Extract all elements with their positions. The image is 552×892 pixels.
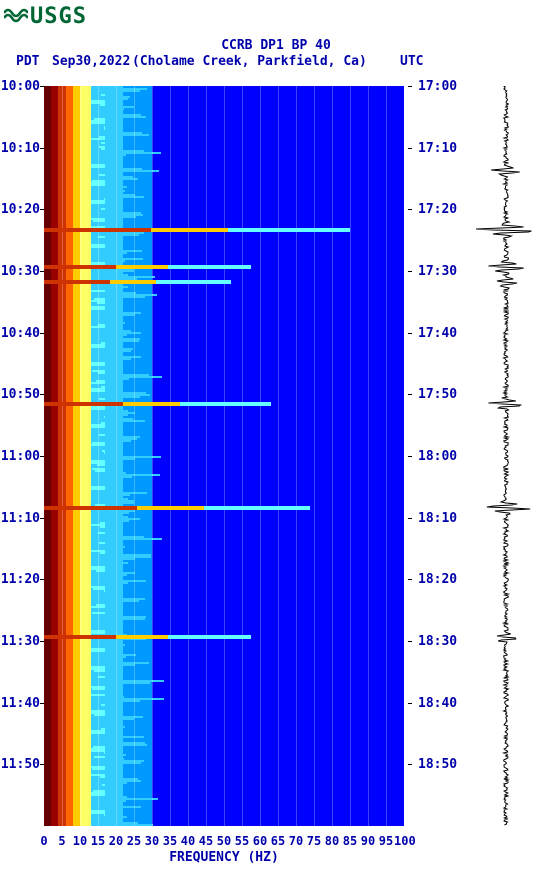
freq-tick-label: 90 [358,834,378,848]
freq-tick-label: 100 [394,834,414,848]
freq-tick-label: 35 [160,834,180,848]
gridline [206,86,207,826]
utc-tick-label: 17:20 [418,202,457,217]
gridline [134,86,135,826]
freq-tick-label: 25 [124,834,144,848]
usgs-logo: USGS [4,4,87,30]
utc-tick-label: 18:20 [418,572,457,587]
pdt-tick-label: 10:00 [0,79,40,94]
location-text: (Cholame Creek, Parkfield, Ca) [132,54,367,69]
spectrogram-band [66,86,73,826]
pdt-tick-label: 10:10 [0,141,40,156]
freq-tick-label: 55 [232,834,252,848]
utc-tick-label: 17:50 [418,387,457,402]
spectrogram-chart [44,86,404,826]
logo-wave-icon [4,5,28,30]
utc-tick-label: 17:40 [418,326,457,341]
gridline [332,86,333,826]
pdt-tick-label: 11:30 [0,634,40,649]
spectrogram-band [51,86,58,826]
gridline [80,86,81,826]
pdt-tick-label: 10:50 [0,387,40,402]
gridline [98,86,99,826]
freq-tick-label: 75 [304,834,324,848]
pdt-tick-label: 11:20 [0,572,40,587]
title-block: CCRB DP1 BP 40 PDT Sep30,2022 (Cholame C… [0,38,552,53]
gridline [152,86,153,826]
spectrogram-band [73,86,80,826]
pdt-tick-label: 11:00 [0,449,40,464]
pdt-tick-label: 11:40 [0,696,40,711]
spectrogram-band [80,86,91,826]
freq-tick-label: 20 [106,834,126,848]
utc-tick-label: 18:30 [418,634,457,649]
pdt-label: PDT [16,54,39,69]
logo-text: USGS [30,4,87,29]
pdt-tick-label: 11:10 [0,511,40,526]
gridline [62,86,63,826]
freq-tick-label: 5 [52,834,72,848]
freq-tick-label: 60 [250,834,270,848]
utc-tick-label: 18:00 [418,449,457,464]
freq-tick-label: 45 [196,834,216,848]
freq-tick-label: 85 [340,834,360,848]
utc-tick-label: 18:40 [418,696,457,711]
freq-tick-label: 30 [142,834,162,848]
waveform-trace [468,86,544,826]
gridline [368,86,369,826]
gridline [116,86,117,826]
pdt-axis: 10:0010:1010:2010:3010:4010:5011:0011:10… [0,86,42,826]
freq-tick-label: 0 [34,834,54,848]
gridline [314,86,315,826]
waveform-svg [468,86,544,826]
freq-tick-label: 80 [322,834,342,848]
spectrogram-band [44,86,51,826]
pdt-tick-label: 11:50 [0,757,40,772]
gridline [224,86,225,826]
pdt-tick-label: 10:30 [0,264,40,279]
seismic-event [44,506,137,510]
freq-tick-label: 95 [376,834,396,848]
date-text: Sep30,2022 [52,54,130,69]
seismic-event [44,635,116,639]
freq-tick-label: 65 [268,834,288,848]
x-axis-label: FREQUENCY (HZ) [44,850,404,865]
gridline [170,86,171,826]
freq-tick-label: 10 [70,834,90,848]
freq-tick-label: 15 [88,834,108,848]
gridline [350,86,351,826]
utc-axis: 17:0017:1017:2017:3017:4017:5018:0018:10… [408,86,454,826]
chart-title: CCRB DP1 BP 40 [0,38,552,53]
freq-tick-label: 50 [214,834,234,848]
gridline [260,86,261,826]
gridline [404,86,405,826]
seismic-event [44,402,123,406]
gridline [242,86,243,826]
utc-label: UTC [400,54,423,69]
gridline [386,86,387,826]
utc-tick-label: 17:10 [418,141,457,156]
freq-tick-label: 70 [286,834,306,848]
seismic-event [44,265,116,269]
utc-tick-label: 18:50 [418,757,457,772]
utc-tick-label: 17:30 [418,264,457,279]
gridline [188,86,189,826]
seismic-event [44,280,110,284]
pdt-tick-label: 10:40 [0,326,40,341]
gridline [278,86,279,826]
utc-tick-label: 18:10 [418,511,457,526]
utc-tick-label: 17:00 [418,79,457,94]
seismic-event [44,228,151,232]
frequency-axis: FREQUENCY (HZ) 0510152025303540455055606… [44,830,404,870]
freq-tick-label: 40 [178,834,198,848]
gridline [296,86,297,826]
pdt-tick-label: 10:20 [0,202,40,217]
